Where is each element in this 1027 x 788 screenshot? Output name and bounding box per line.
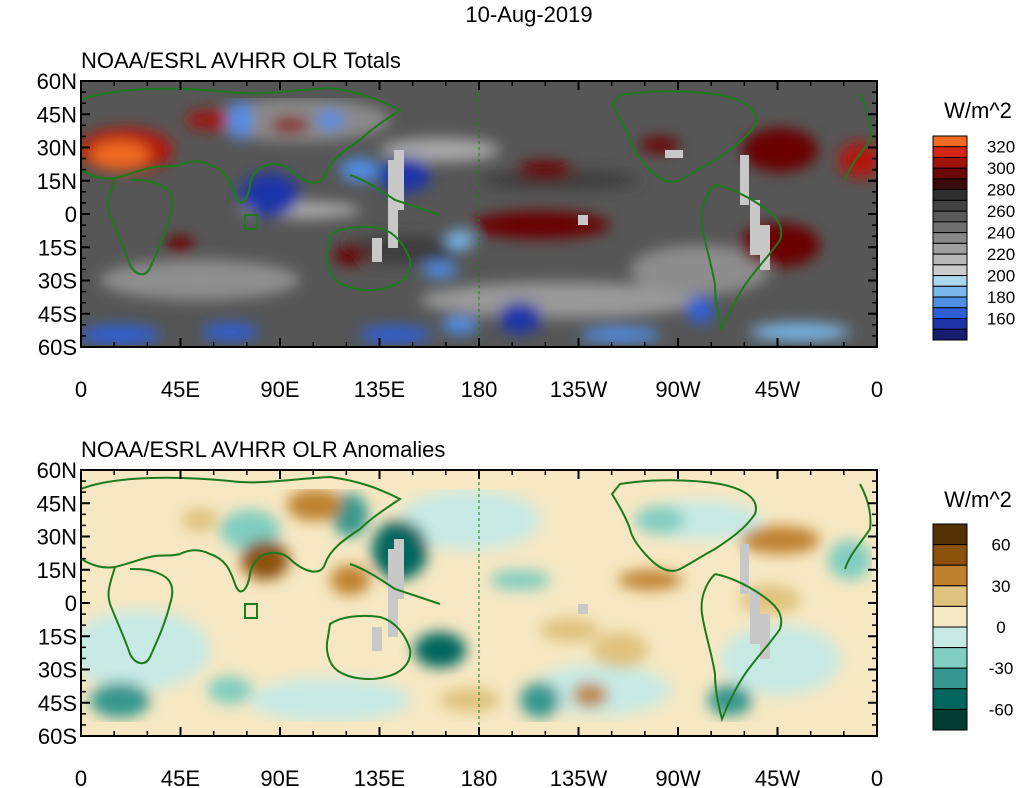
colorbar-label: 160 bbox=[987, 310, 1015, 329]
anomalies-panel: NOAA/ESRL AVHRR OLR Anomalies bbox=[37, 437, 1014, 788]
lat-tick-label: 45N bbox=[37, 102, 77, 127]
colorbar-swatch bbox=[932, 296, 968, 309]
lon-tick-label: 90W bbox=[655, 377, 700, 402]
lat-tick-label: 45N bbox=[37, 491, 77, 516]
colorbar-swatch bbox=[932, 232, 968, 244]
lon-tick-label: 135W bbox=[550, 377, 608, 402]
lon-tick-label: 0 bbox=[75, 377, 87, 402]
anomalies-map bbox=[81, 470, 877, 736]
lat-tick-label: 60N bbox=[37, 458, 77, 483]
lon-tick-label: 0 bbox=[871, 766, 883, 788]
lat-tick-label: 30S bbox=[38, 658, 77, 683]
anomalies-axis-labels: 60N 45N 30N 15N 0 15S 30S 45S 60S 0 45E 90E 135E 180 1… bbox=[37, 458, 883, 788]
colorbar-swatch bbox=[932, 318, 968, 330]
colorbar-swatch bbox=[932, 210, 968, 223]
colorbar-label: 0 bbox=[996, 618, 1005, 637]
missing-data-anom bbox=[372, 539, 770, 659]
lon-tick-label: 0 bbox=[871, 377, 883, 402]
colorbar-label: 300 bbox=[987, 159, 1015, 178]
colorbar-label: 280 bbox=[987, 181, 1015, 200]
colorbar-swatch bbox=[932, 135, 968, 148]
colorbar-swatch bbox=[932, 585, 968, 607]
totals-units: W/m^2 bbox=[944, 98, 1012, 123]
lon-tick-label: 135E bbox=[354, 377, 405, 402]
colorbar-swatch bbox=[932, 328, 968, 341]
colorbar-swatch bbox=[932, 189, 968, 201]
colorbar-swatch bbox=[932, 307, 968, 320]
colorbar-swatch bbox=[932, 605, 968, 628]
lat-tick-label: 15N bbox=[37, 169, 77, 194]
colorbar-swatch bbox=[932, 564, 968, 587]
colorbar-swatch bbox=[932, 647, 968, 669]
coastlines-anom bbox=[81, 475, 872, 723]
colorbar-swatch bbox=[932, 285, 968, 298]
colorbar-swatch bbox=[932, 688, 968, 710]
colorbar-swatch bbox=[932, 667, 968, 690]
lat-tick-label: 60S bbox=[38, 335, 77, 360]
colorbar-swatch bbox=[932, 275, 968, 287]
lon-tick-label: 90E bbox=[260, 377, 299, 402]
coastlines bbox=[81, 86, 872, 334]
colorbar-label: 180 bbox=[987, 288, 1015, 307]
lon-tick-label: 90W bbox=[655, 766, 700, 788]
colorbar-swatch bbox=[932, 156, 968, 169]
colorbar-label: 30 bbox=[992, 577, 1011, 596]
date-title: 10-Aug-2019 bbox=[465, 2, 592, 27]
colorbar-label: 260 bbox=[987, 202, 1015, 221]
lon-tick-label: 180 bbox=[461, 377, 498, 402]
colorbar-swatch bbox=[932, 221, 968, 234]
totals-map bbox=[81, 81, 877, 347]
lon-tick-label: 45W bbox=[755, 766, 800, 788]
colorbar-swatch bbox=[932, 253, 968, 266]
colorbar-swatch bbox=[932, 264, 968, 277]
lon-tick-label: 45E bbox=[161, 766, 200, 788]
colorbar-label: -30 bbox=[989, 659, 1014, 678]
lat-tick-label: 45S bbox=[38, 691, 77, 716]
lon-tick-label: 45E bbox=[161, 377, 200, 402]
colorbar-label: 320 bbox=[987, 138, 1015, 157]
lat-tick-label: 60S bbox=[38, 724, 77, 749]
totals-axes bbox=[80, 80, 878, 348]
colorbar-swatch bbox=[932, 167, 968, 180]
lat-tick-label: 30N bbox=[37, 525, 77, 550]
anomalies-colorbar: 60 30 0 -30 -60 bbox=[932, 523, 1014, 731]
anomalies-axes bbox=[80, 469, 878, 737]
colorbar-swatch bbox=[932, 178, 968, 191]
lat-tick-label: 15S bbox=[38, 624, 77, 649]
lon-tick-label: 180 bbox=[461, 766, 498, 788]
colorbar-label: -60 bbox=[989, 700, 1014, 719]
lon-tick-label: 90E bbox=[260, 766, 299, 788]
missing-data bbox=[372, 150, 770, 270]
colorbar-swatch bbox=[932, 146, 968, 158]
lat-tick-label: 0 bbox=[65, 591, 77, 616]
lon-tick-label: 135E bbox=[354, 766, 405, 788]
totals-panel: NOAA/ESRL AVHRR OLR Totals bbox=[37, 48, 1016, 402]
lat-tick-label: 45S bbox=[38, 302, 77, 327]
colorbar-label: 200 bbox=[987, 267, 1015, 286]
colorbar-swatch bbox=[932, 242, 968, 255]
lon-tick-label: 135W bbox=[550, 766, 608, 788]
colorbar-swatch bbox=[932, 626, 968, 649]
colorbar-label: 220 bbox=[987, 245, 1015, 264]
colorbar-swatch bbox=[932, 199, 968, 212]
colorbar-swatch bbox=[932, 523, 968, 546]
totals-title: NOAA/ESRL AVHRR OLR Totals bbox=[81, 48, 401, 73]
totals-axis-labels: 60N 45N 30N 15N 0 15S 30S 45S 60S 0 45E 90E 135E 180 1… bbox=[37, 69, 883, 402]
lon-tick-label: 45W bbox=[755, 377, 800, 402]
lat-tick-label: 60N bbox=[37, 69, 77, 94]
lat-tick-label: 30S bbox=[38, 269, 77, 294]
lat-tick-label: 15S bbox=[38, 235, 77, 260]
anomalies-title: NOAA/ESRL AVHRR OLR Anomalies bbox=[81, 437, 445, 462]
colorbar-label: 60 bbox=[992, 536, 1011, 555]
colorbar-swatch bbox=[932, 708, 968, 731]
lat-tick-label: 30N bbox=[37, 136, 77, 161]
totals-colorbar: 320 300 280 260 240 220 200 180 160 bbox=[932, 135, 1015, 341]
anomalies-units: W/m^2 bbox=[944, 487, 1012, 512]
colorbar-swatch bbox=[932, 544, 968, 566]
lat-tick-label: 0 bbox=[65, 202, 77, 227]
lon-tick-label: 0 bbox=[75, 766, 87, 788]
lat-tick-label: 15N bbox=[37, 558, 77, 583]
colorbar-label: 240 bbox=[987, 224, 1015, 243]
